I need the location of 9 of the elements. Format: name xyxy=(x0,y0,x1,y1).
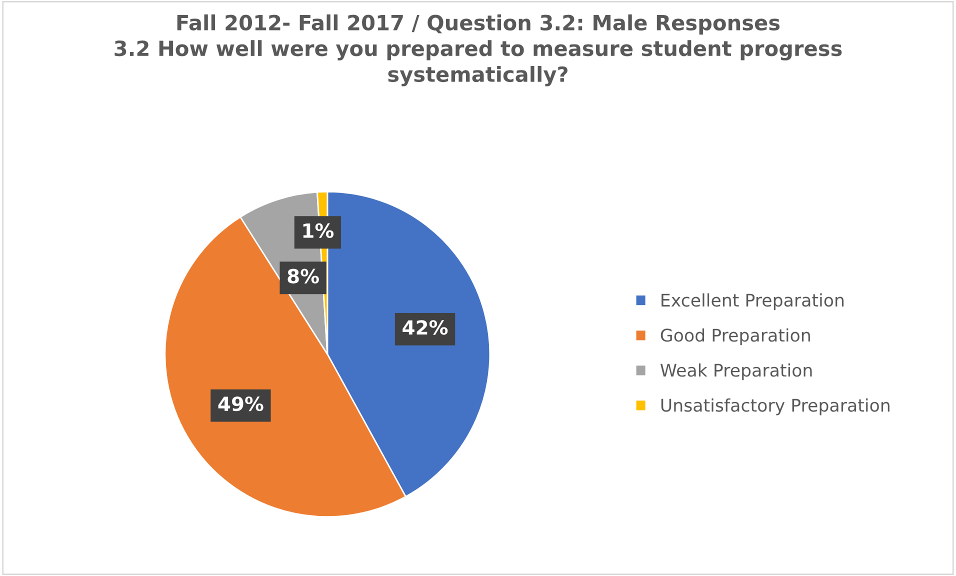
legend-label: Weak Preparation xyxy=(660,363,812,380)
legend-label: Excellent Preparation xyxy=(662,293,844,310)
data-label: 49% xyxy=(218,396,264,412)
chart-title: Fall 2012- Fall 2017 / Question 3.2: Male Responses 3.2 How well were you prepared to measure student progress systematically? xyxy=(114,14,842,86)
data-label: 8% xyxy=(288,268,319,284)
data-label: 42% xyxy=(402,320,448,335)
legend-label: Good Preparation xyxy=(660,328,810,346)
data-label: 1% xyxy=(303,223,334,238)
legend-label: Unsatisfactory Preparation xyxy=(661,398,890,416)
